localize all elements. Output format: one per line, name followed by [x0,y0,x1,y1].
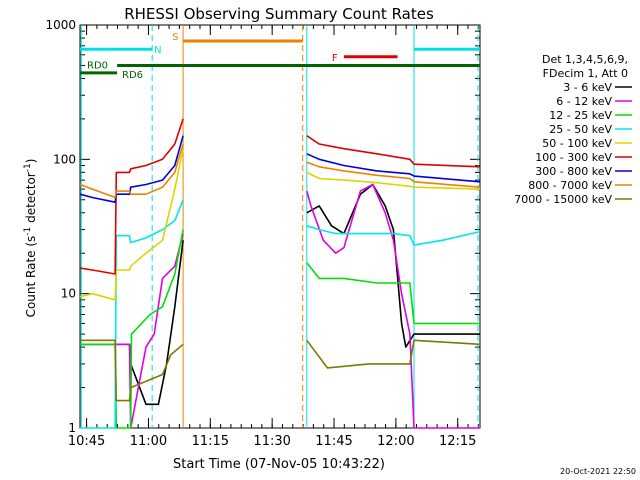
legend-header-2: FDecim 1, Att 0 [543,67,628,80]
timestamp: 20-Oct-2021 22:50 [560,467,636,476]
legend-header-1: Det 1,3,4,5,6,9, [542,53,628,66]
series-line [306,183,480,429]
plot-frame [79,24,481,429]
flag-label: S [172,32,178,43]
legend-label: 100 - 300 keV [535,151,612,164]
legend-label: 25 - 50 keV [549,123,612,136]
y-axis-label: Count Rate (s-1 detector-1) [23,159,38,318]
flag-label: RD6 [122,70,143,81]
x-tick-label: 12:15 [439,434,476,449]
x-tick-label: 12:00 [377,434,414,449]
y-label-main: Count Rate (s [24,236,38,318]
series-line [306,225,481,246]
y-label-end: ) [24,159,38,164]
x-tick-label: 11:30 [253,434,290,449]
legend-label: 800 - 7000 keV [528,179,612,192]
legend-label: 50 - 100 keV [542,137,612,150]
y-label-sup2: -1 [23,163,33,172]
legend-label: 12 - 25 keV [549,109,612,122]
legend-label: 6 - 12 keV [556,95,612,108]
x-tick-label: 11:45 [315,434,352,449]
legend-label: 7000 - 15000 keV [514,193,612,206]
series-line [80,229,184,429]
series-line [79,118,184,275]
x-axis-label: Start Time (07-Nov-05 10:43:22) [173,457,385,472]
x-tick-label: 11:15 [192,434,229,449]
series-line [306,339,481,369]
y-tick-label: 100 [53,152,76,166]
flag-label: N [154,45,161,56]
series-line [306,171,481,190]
series-line [79,148,184,301]
legend: Det 1,3,4,5,6,9, FDecim 1, Att 0 3 - 6 k… [514,53,632,206]
series-line [306,262,480,325]
flag-label: F [332,53,338,64]
series-line [306,153,481,183]
y-tick-label: 1000 [45,18,76,32]
series-line [80,233,184,429]
x-tick-label: 10:45 [68,434,105,449]
x-tick-label: 11:00 [130,434,167,449]
y-tick-label: 10 [61,287,76,301]
legend-label: 300 - 800 keV [535,165,612,178]
series-line [80,339,184,402]
y-tick-label: 1 [68,421,76,435]
y-label-mid: detector [24,172,38,227]
y-label-sup1: -1 [23,227,33,236]
flag-label: RD0 [87,60,108,71]
series-line [306,161,481,188]
chart-title: RHESSI Observing Summary Count Rates [124,5,434,23]
plot-area: RD0 RD6 NS F [79,24,481,429]
series-line [79,143,184,199]
series-line [306,183,480,348]
legend-label: 3 - 6 keV [563,81,612,94]
series-line [306,135,481,168]
